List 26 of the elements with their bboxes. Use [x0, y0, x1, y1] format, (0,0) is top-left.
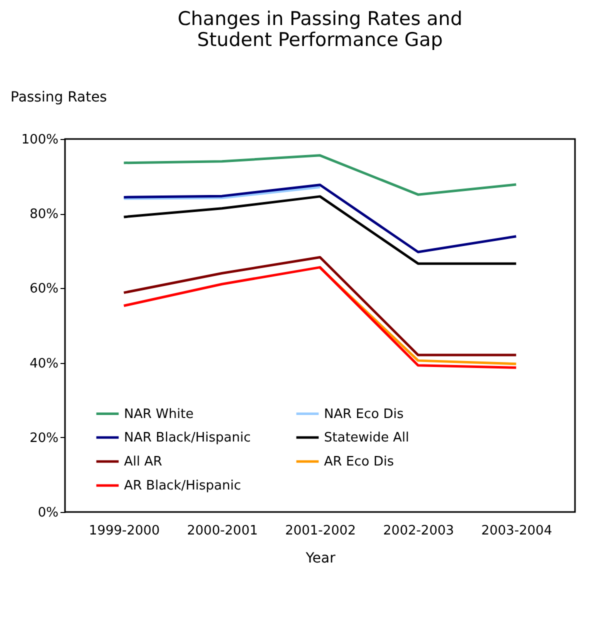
y-axis-title: Passing Rates [10, 90, 107, 106]
x-tick-label: 1999-2000 [88, 524, 160, 538]
line-series [122, 266, 518, 369]
x-tick-label: 2001-2002 [285, 524, 356, 538]
legend-label: NAR White [124, 406, 194, 422]
y-tick-label: 80% [30, 207, 58, 222]
x-tick-label: 2002-2003 [383, 524, 454, 538]
legend-label: AR Black/Hispanic [124, 478, 241, 494]
line-series [122, 154, 518, 196]
y-tick-label: 20% [30, 430, 58, 446]
legend-label: Statewide All [324, 430, 410, 446]
line-series [122, 256, 518, 356]
line-series [122, 195, 518, 265]
y-tick-label: 100% [21, 132, 58, 148]
legend-label: NAR Black/Hispanic [124, 430, 251, 446]
x-axis-title: Year [304, 550, 336, 566]
legend-label: AR Eco Dis [324, 454, 394, 470]
x-tick-label: 2000-2001 [186, 524, 258, 538]
y-tick-label: 40% [30, 356, 58, 372]
y-tick-label: 0% [38, 506, 58, 520]
y-tick-label: 60% [30, 282, 58, 297]
line-series [122, 184, 518, 254]
legend-label: All AR [124, 454, 162, 470]
chart-title: Changes in Passing Rates and Student Performance Gap [178, 8, 462, 51]
x-tick-label: 2003-2004 [481, 524, 552, 538]
legend-label: NAR Eco Dis [324, 406, 404, 422]
